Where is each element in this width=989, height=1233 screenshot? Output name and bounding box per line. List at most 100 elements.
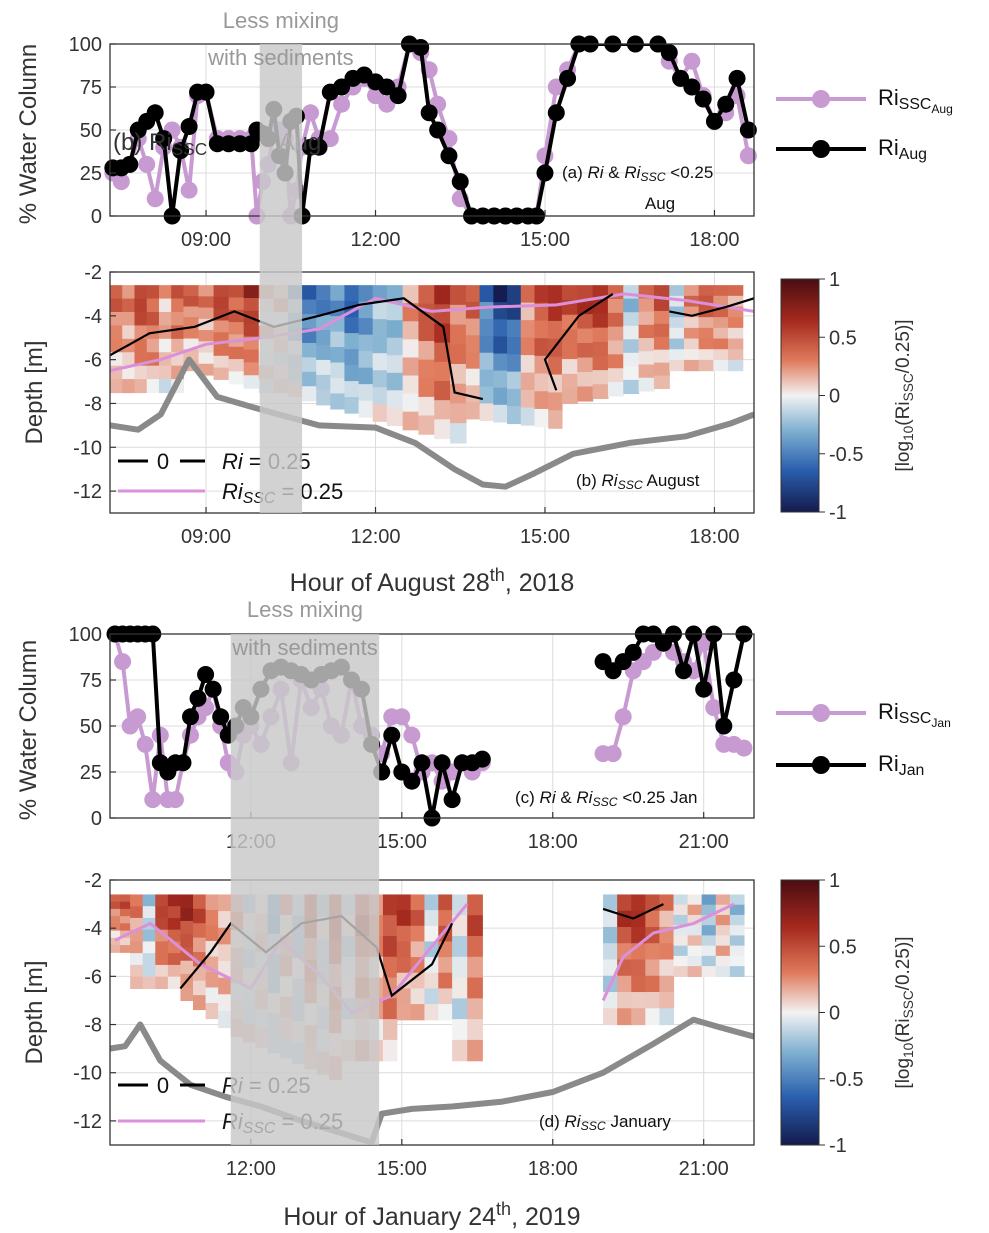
heatmap-cell [198,330,215,342]
heatmap-cell [418,359,435,379]
heatmap-cell [158,379,172,394]
heatmap-cell [243,298,260,312]
legend-contour-label: 0 [157,1073,169,1098]
heatmap-cell [434,419,451,440]
heatmap-cell [198,352,215,365]
heatmap-cell [645,943,661,961]
heatmap-cell [669,327,685,340]
data-point [536,164,554,182]
heatmap-cell [418,322,435,342]
heatmap-cell [673,925,689,937]
annotation-part: (d) [539,1112,565,1131]
heatmap-cell [520,390,536,409]
heatmap-cell [493,370,508,389]
heatmap-cell [701,945,717,957]
annotation-part: /0.25)] [893,319,914,373]
shade-label: Less mixing [247,597,363,622]
heatmap-cell [450,364,467,385]
heatmap-cell [396,957,412,974]
heatmap-cell [396,1004,412,1021]
heatmap-cell [386,372,404,391]
heatmap-cell [683,349,700,361]
heatmap-cell [167,906,182,919]
heatmap-cell [155,894,169,907]
heatmap-cell [659,910,675,928]
heatmap-cell [396,894,412,911]
heatmap-cell [623,352,640,367]
heatmap-cell [715,914,731,926]
heatmap-cell [479,302,494,320]
heatmap-cell [653,336,670,351]
heatmap-cell [673,904,689,916]
heatmap-cell [561,373,578,390]
data-point [112,173,130,191]
heatmap-cell [402,321,420,340]
heatmap-cell [396,910,412,927]
heatmap-cell [205,909,219,927]
heatmap-cell [193,908,207,924]
heatmap-cell [316,344,331,361]
colorbar-tick-label: -1 [829,1135,847,1157]
heatmap-cell [534,285,549,304]
bottom-depth-line [110,356,754,490]
annotation-part: <0.25 Jan [618,788,698,807]
x-tick-label: 21:00 [679,1158,729,1180]
heatmap-cell [638,324,655,339]
data-point [403,726,421,744]
heatmap-cell [729,914,745,926]
data-point [146,104,164,122]
heatmap-cell [218,994,232,1012]
heatmap-cell [434,361,451,382]
heatmap-cell [592,384,609,400]
y-tick-label: -8 [84,1015,102,1037]
heatmap-cell [713,317,729,329]
heatmap-cell [493,285,508,303]
heatmap-cell [607,326,624,342]
heatmap-cell [424,941,439,958]
heatmap-cell [507,319,522,338]
heatmap-cell [418,415,435,435]
heatmap-cell [617,975,632,993]
heatmap-cell [623,379,640,395]
heatmap-cell [316,300,331,316]
data-point [114,653,132,671]
shade-label: with sediments [207,45,354,70]
colorbar-label-group: [log10(RiSSC/0.25)] [893,936,916,1088]
heatmap-cell [577,328,594,344]
heatmap-cell [402,339,420,359]
heatmap-cell [465,301,481,320]
heatmap-cell [180,987,194,1002]
legend-contour-label: 0 [157,449,169,474]
heatmap-cell [402,285,420,304]
heatmap-cell [631,926,646,944]
heatmap-cell [438,1004,453,1021]
data-point [694,90,712,108]
heatmap-cell [110,923,121,932]
heatmap-cell [330,347,346,364]
heatmap-cell [193,923,207,939]
heatmap-cell [467,936,483,958]
heatmap-cell [418,285,435,305]
heatmap-cell [110,901,121,910]
heatmap-cell [218,894,232,912]
heatmap-cell [438,910,453,927]
heatmap-cell [729,904,745,916]
heatmap-cell [577,386,594,402]
heatmap-cell [653,362,670,377]
heatmap-cell [110,379,123,394]
annotation-part: Ri [602,471,619,490]
heatmap-cell [205,1003,219,1020]
heatmap-cell [171,311,185,327]
heatmap-cell [548,303,563,322]
heatmap-cell [479,403,494,421]
y-tick-label: -2 [84,262,102,284]
heatmap-cell [142,929,156,943]
heatmap-cell [683,317,700,329]
heatmap-cell [520,407,536,426]
heatmap-cell [548,320,563,340]
data-point [212,708,230,726]
heatmap-cell [171,285,185,300]
heatmap-cell [507,406,522,425]
data-point [129,708,147,726]
data-point [728,69,746,87]
